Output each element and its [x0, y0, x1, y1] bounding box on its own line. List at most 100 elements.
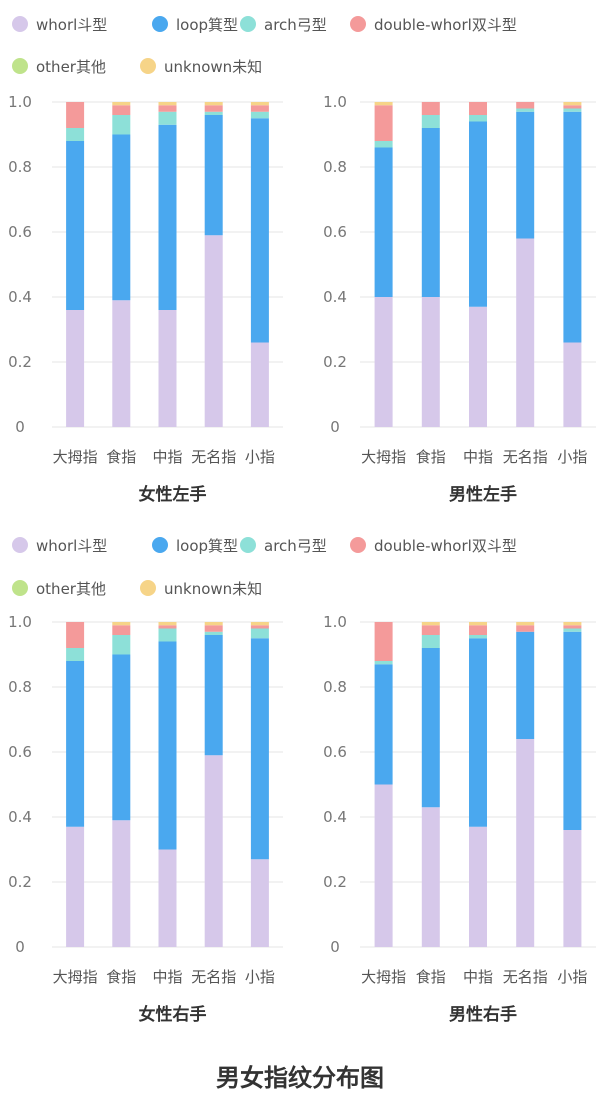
legend-label: double-whorl双斗型	[374, 537, 517, 555]
x-tick-label: 小指	[557, 968, 587, 986]
bar-segment	[66, 102, 85, 128]
legend-marker	[12, 16, 28, 32]
y-tick-label: 0.8	[8, 678, 32, 696]
y-tick-label: 0.2	[8, 353, 32, 371]
bar-segment	[469, 826, 487, 947]
legend-marker	[240, 16, 256, 32]
bar-segment	[421, 807, 440, 947]
bar-segment	[563, 625, 582, 629]
bar-segment	[374, 661, 393, 665]
y-tick-label: 0	[330, 938, 340, 956]
legend-label: unknown未知	[164, 58, 262, 76]
x-tick-label: 中指	[152, 448, 182, 466]
bar-segment	[516, 238, 535, 427]
y-tick-label: 0.4	[323, 288, 347, 306]
y-tick-label: 1.0	[323, 93, 347, 111]
legend-marker	[140, 58, 156, 74]
bar-segment	[250, 118, 269, 343]
bar-segment	[250, 628, 269, 639]
bar-segment	[66, 310, 85, 427]
bar-segment	[66, 141, 85, 310]
bar-segment	[516, 631, 535, 739]
bar-segment	[66, 826, 85, 947]
x-tick-label: 大拇指	[361, 968, 406, 986]
bar-segment	[374, 784, 393, 947]
bar-segment	[112, 820, 131, 947]
bar-segment	[204, 115, 223, 236]
x-tick-label: 大拇指	[53, 448, 98, 466]
bar-segment	[112, 115, 131, 135]
y-tick-label: 0.4	[8, 808, 32, 826]
bar-segment	[563, 622, 582, 626]
y-tick-label: 0.8	[323, 158, 347, 176]
y-tick-label: 0.4	[8, 288, 32, 306]
y-tick-label: 0	[15, 938, 25, 956]
bar-segment	[469, 635, 487, 639]
legend-label: arch弓型	[264, 16, 327, 34]
bar-segment	[158, 111, 177, 125]
bar-segment	[158, 622, 177, 626]
y-tick-label: 1.0	[8, 613, 32, 631]
bar-segment	[204, 755, 223, 947]
x-tick-label: 大拇指	[53, 968, 98, 986]
legend-label: arch弓型	[264, 537, 327, 555]
x-tick-label: 中指	[463, 968, 493, 986]
legend-marker	[350, 537, 366, 553]
x-tick-label: 小指	[245, 968, 275, 986]
x-tick-label: 无名指	[503, 448, 548, 466]
bar-segment	[421, 128, 440, 297]
figure-title: 男女指纹分布图	[216, 1064, 384, 1092]
bar-segment	[112, 622, 131, 626]
bar-segment	[250, 625, 269, 629]
x-tick-label: 无名指	[191, 968, 236, 986]
bar-segment	[563, 342, 582, 427]
legend-marker	[12, 580, 28, 596]
bar-segment	[374, 664, 393, 785]
bar-segment	[158, 124, 177, 310]
bar-segment	[66, 128, 85, 141]
bar-segment	[250, 859, 269, 947]
legend-label: other其他	[36, 58, 106, 76]
bar-segment	[374, 297, 393, 427]
bar-segment	[469, 102, 487, 115]
bar-segment	[516, 622, 535, 626]
x-tick-label: 小指	[245, 448, 275, 466]
bar-segment	[421, 622, 440, 626]
y-tick-label: 0.6	[8, 223, 32, 241]
legend-marker	[12, 58, 28, 74]
bar-segment	[469, 638, 487, 827]
legend-marker	[152, 16, 168, 32]
bar-segment	[516, 625, 535, 632]
bar-segment	[563, 111, 582, 343]
y-tick-label: 0	[15, 418, 25, 436]
y-tick-label: 0.6	[323, 223, 347, 241]
legend-label: unknown未知	[164, 580, 262, 598]
bar-segment	[469, 121, 487, 307]
bar-segment	[204, 622, 223, 626]
y-tick-label: 0.8	[8, 158, 32, 176]
bar-segment	[563, 631, 582, 830]
legend-label: loop箕型	[176, 16, 238, 34]
bar-segment	[112, 654, 131, 821]
bar-segment	[469, 622, 487, 626]
bar-segment	[374, 102, 393, 106]
legend-marker	[140, 580, 156, 596]
x-tick-label: 食指	[416, 968, 446, 986]
bar-segment	[421, 648, 440, 808]
legend-marker	[350, 16, 366, 32]
bar-segment	[204, 631, 223, 635]
bar-segment	[112, 134, 131, 301]
bar-segment	[421, 115, 440, 128]
bar-segment	[421, 635, 440, 648]
x-tick-label: 无名指	[503, 968, 548, 986]
x-tick-label: 食指	[106, 448, 136, 466]
bar-segment	[469, 115, 487, 122]
panel-title: 男性右手	[449, 1004, 517, 1025]
x-tick-label: 中指	[152, 968, 182, 986]
bar-segment	[158, 310, 177, 427]
bar-segment	[563, 108, 582, 112]
bar-segment	[204, 625, 223, 632]
bar-segment	[516, 102, 535, 109]
